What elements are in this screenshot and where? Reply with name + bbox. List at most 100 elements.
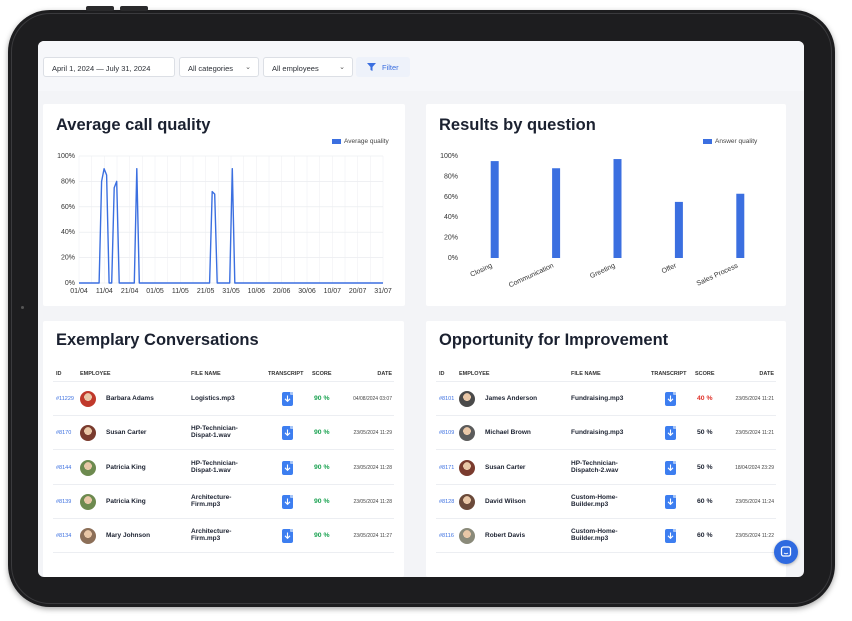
row-id-link[interactable]: #8134 (56, 533, 72, 540)
table-row[interactable]: #8109 Michael Brown Fundraising.mp3 50 % 23/… (426, 416, 786, 451)
column-header-score[interactable]: SCORE (312, 371, 332, 377)
y-tick-label: 0% (448, 255, 458, 262)
row-id-link[interactable]: #8101 (439, 396, 455, 402)
filter-button-label: Filter (382, 63, 399, 72)
row-id-link[interactable]: #8109 (439, 430, 455, 437)
x-tick-label: 31/05 (222, 288, 240, 295)
x-tick-label: 21/04 (121, 288, 139, 295)
file-name-line: HP-Technician- (191, 425, 238, 433)
row-id-link[interactable]: #11229 (56, 396, 74, 402)
employee-name: Mary Johnson (106, 532, 151, 540)
row-id-link[interactable]: #8116 (439, 533, 454, 540)
call-date: 23/05/2024 11:21 (735, 396, 774, 402)
x-tick-label: 01/04 (70, 288, 88, 295)
x-tick-label: 20/06 (273, 288, 291, 295)
file-name-line: Dispat-1.wav (191, 432, 231, 440)
table-row[interactable]: #11229 Barbara Adams Logistics.mp3 90 % 04/0… (43, 382, 404, 416)
score-value: 40 % (697, 395, 713, 402)
avatar (80, 425, 96, 442)
transcript-download-icon[interactable] (665, 392, 676, 406)
table-row[interactable]: #8134 Mary Johnson Architecture- Firm.mp3 90… (43, 519, 404, 554)
x-tick-label: 10/06 (248, 288, 266, 295)
score-value: 90 % (314, 395, 330, 402)
date-range-picker[interactable]: April 1, 2024 — July 31, 2024 (43, 57, 175, 77)
y-tick-label: 40% (61, 229, 75, 236)
y-tick-label: 80% (444, 173, 458, 180)
transcript-download-icon[interactable] (665, 529, 676, 544)
table-row[interactable]: #8116 Robert Davis Custom-Home- Builder.mp3… (426, 519, 786, 554)
filter-button[interactable]: Filter (356, 57, 410, 77)
row-divider (436, 449, 776, 451)
transcript-download-icon[interactable] (282, 426, 293, 441)
transcript-download-icon[interactable] (665, 426, 676, 441)
download-arrow-icon (284, 395, 291, 403)
file-name: Architecture- Firm.mp3 (191, 528, 231, 542)
employee-select-value: All employees (272, 64, 319, 73)
file-name: Custom-Home- Builder.mp3 (571, 494, 618, 508)
table-row[interactable]: #8128 David Wilson Custom-Home- Builder.mp3… (426, 485, 786, 519)
file-name-line: Dispatch-2.wav (571, 466, 619, 474)
x-tick-label: 10/07 (324, 288, 342, 295)
y-tick-label: 60% (61, 204, 75, 211)
transcript-download-icon[interactable] (282, 529, 293, 544)
row-id-link[interactable]: #8171 (439, 464, 455, 471)
file-name-line: Architecture- (191, 528, 232, 536)
column-header-score[interactable]: SCORE (695, 371, 715, 377)
table-row[interactable]: #8144 Patricia King HP-Technician- Dispat-1… (43, 451, 404, 485)
row-id-link[interactable]: #8144 (56, 464, 72, 471)
score-value: 60 % (697, 532, 713, 540)
column-header-employee[interactable]: EMPLOYEE (459, 371, 490, 377)
table-row[interactable]: #8171 Susan Carter HP-Technician- Dispatch-… (426, 451, 786, 485)
transcript-download-icon[interactable] (282, 392, 293, 406)
score-value: 50 % (697, 463, 713, 471)
improvement-title: Opportunity for Improvement (439, 331, 669, 349)
file-name: Logistics.mp3 (191, 395, 235, 402)
employee-name: Michael Brown (485, 429, 531, 437)
average-quality-card: Average call quality Average quality 0% 2… (43, 104, 405, 306)
average-quality-legend: Average quality (332, 138, 389, 145)
table-row[interactable]: #8170 Susan Carter HP-Technician- Dispat-1.… (43, 416, 404, 451)
column-header-id[interactable]: ID (439, 371, 445, 377)
row-id-link[interactable]: #8128 (439, 498, 455, 505)
x-tick-label: 30/06 (298, 288, 316, 295)
column-header-date[interactable]: DATE (377, 371, 392, 377)
column-header-date[interactable]: DATE (759, 371, 774, 377)
file-name: Fundraising.mp3 (571, 395, 623, 402)
category-select[interactable]: All categories ⌄ (179, 57, 259, 77)
column-header-file[interactable]: FILE NAME (191, 371, 221, 377)
transcript-download-icon[interactable] (282, 460, 293, 475)
download-arrow-icon (284, 429, 291, 437)
bar (613, 159, 622, 258)
chat-button[interactable] (774, 540, 798, 564)
column-header-transcript[interactable]: TRANSCRIPT (651, 371, 687, 377)
row-id-link[interactable]: #8139 (56, 498, 72, 505)
row-divider (53, 483, 394, 485)
x-tick-label: 21/05 (197, 288, 215, 295)
legend-label: Average quality (344, 138, 389, 145)
header-divider (436, 381, 776, 382)
category-select-value: All categories (188, 64, 234, 73)
download-arrow-icon (667, 464, 674, 471)
avatar (459, 528, 475, 545)
table-row[interactable]: #8101 James Anderson Fundraising.mp3 40 % 23… (426, 382, 786, 416)
table-row[interactable]: #8139 Patricia King Architecture- Firm.mp3 9… (43, 485, 404, 519)
transcript-download-icon[interactable] (665, 460, 676, 475)
column-header-transcript[interactable]: TRANSCRIPT (268, 371, 304, 377)
exemplary-card: Exemplary Conversations ID EMPLOYEE FILE N… (43, 321, 404, 577)
row-id-link[interactable]: #8170 (56, 430, 72, 437)
avatar (459, 425, 475, 442)
bar (490, 161, 499, 258)
average-quality-chart: 0% 20% 40% 60% 80% 100% 01/04 11/04 21/04 01/05 11… (57, 153, 392, 295)
file-name-line: Builder.mp3 (571, 535, 609, 543)
file-name-line: Logistics.mp3 (191, 395, 235, 402)
transcript-download-icon[interactable] (665, 494, 676, 509)
tablet-bezel-edge (11, 13, 832, 604)
y-tick-label: 100% (57, 153, 75, 160)
transcript-download-icon[interactable] (282, 494, 293, 509)
column-header-id[interactable]: ID (56, 371, 62, 377)
y-tick-label: 40% (444, 214, 458, 221)
download-arrow-icon (284, 532, 291, 540)
employee-select[interactable]: All employees ⌄ (263, 57, 353, 77)
column-header-file[interactable]: FILE NAME (571, 371, 601, 377)
column-header-employee[interactable]: EMPLOYEE (80, 371, 111, 377)
